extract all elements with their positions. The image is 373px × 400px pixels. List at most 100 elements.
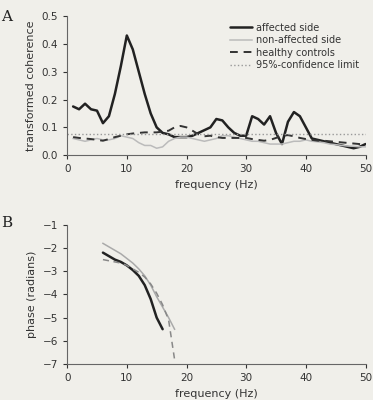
affected side	[357, 144, 362, 149]
non-affected side	[178, 135, 183, 140]
Text: A: A	[1, 10, 12, 24]
non-affected side	[83, 139, 87, 144]
affected side	[339, 143, 344, 148]
affected side	[250, 114, 254, 119]
non-affected side	[274, 142, 278, 146]
affected side	[77, 107, 81, 112]
healthy controls	[357, 142, 362, 146]
affected side	[166, 132, 171, 137]
non-affected side	[268, 142, 272, 146]
healthy controls	[333, 140, 338, 144]
affected side	[226, 125, 231, 130]
non-affected side	[89, 138, 93, 142]
affected side	[131, 47, 135, 52]
affected side	[196, 130, 201, 135]
non-affected side	[148, 143, 153, 148]
healthy controls	[131, 131, 135, 136]
affected side	[113, 92, 117, 96]
affected side	[274, 130, 278, 135]
healthy controls	[345, 140, 350, 145]
non-affected side	[190, 136, 195, 141]
healthy controls	[220, 136, 225, 140]
healthy controls	[89, 137, 93, 142]
healthy controls	[178, 124, 183, 128]
non-affected side	[327, 142, 332, 146]
healthy controls	[160, 129, 165, 134]
affected side	[351, 146, 356, 151]
healthy controls	[298, 136, 302, 140]
healthy controls	[286, 133, 290, 138]
Y-axis label: transformed coherence: transformed coherence	[26, 20, 36, 151]
non-affected side	[280, 142, 284, 146]
affected side	[125, 33, 129, 38]
affected side	[345, 144, 350, 149]
affected side	[208, 125, 213, 130]
affected side	[89, 107, 93, 112]
affected side	[244, 133, 248, 138]
healthy controls	[125, 132, 129, 137]
healthy controls	[232, 136, 236, 140]
healthy controls	[310, 138, 314, 142]
X-axis label: frequency (Hz): frequency (Hz)	[175, 388, 258, 398]
healthy controls	[113, 135, 117, 140]
healthy controls	[166, 128, 171, 133]
affected side	[83, 101, 87, 106]
healthy controls	[322, 138, 326, 143]
non-affected side	[292, 139, 296, 144]
non-affected side	[286, 140, 290, 145]
healthy controls	[214, 135, 219, 140]
Y-axis label: phase (radians): phase (radians)	[27, 251, 37, 338]
healthy controls	[238, 136, 242, 140]
affected side	[160, 130, 165, 135]
Legend: affected side, non-affected side, healthy controls, 95%-confidence limit: affected side, non-affected side, health…	[228, 21, 361, 72]
non-affected side	[316, 140, 320, 144]
Line: affected side: affected side	[73, 36, 366, 148]
non-affected side	[208, 138, 213, 142]
affected side	[154, 125, 159, 130]
affected side	[256, 117, 260, 122]
X-axis label: frequency (Hz): frequency (Hz)	[175, 180, 258, 190]
affected side	[286, 119, 290, 124]
non-affected side	[298, 139, 302, 144]
Line: healthy controls: healthy controls	[73, 126, 366, 145]
non-affected side	[95, 136, 99, 141]
non-affected side	[107, 138, 111, 142]
affected side	[71, 104, 75, 109]
healthy controls	[95, 138, 99, 142]
affected side	[292, 110, 296, 114]
affected side	[172, 135, 177, 140]
non-affected side	[304, 138, 308, 142]
non-affected side	[262, 140, 266, 145]
healthy controls	[351, 141, 356, 146]
95%-confidence limit	[65, 132, 69, 137]
Line: non-affected side: non-affected side	[73, 136, 366, 148]
non-affected side	[250, 139, 254, 144]
non-affected side	[125, 135, 129, 140]
non-affected side	[238, 136, 242, 141]
healthy controls	[77, 136, 81, 140]
healthy controls	[244, 136, 248, 140]
healthy controls	[262, 138, 266, 143]
affected side	[184, 135, 189, 140]
non-affected side	[154, 146, 159, 151]
healthy controls	[190, 128, 195, 133]
affected side	[95, 108, 99, 113]
affected side	[142, 92, 147, 96]
healthy controls	[137, 130, 141, 135]
non-affected side	[345, 144, 350, 148]
healthy controls	[280, 133, 284, 138]
non-affected side	[339, 143, 344, 148]
healthy controls	[148, 130, 153, 135]
Text: B: B	[1, 216, 13, 230]
affected side	[148, 111, 153, 116]
non-affected side	[220, 133, 225, 138]
affected side	[214, 117, 219, 122]
healthy controls	[304, 137, 308, 142]
non-affected side	[71, 136, 75, 141]
non-affected side	[119, 133, 123, 138]
non-affected side	[77, 138, 81, 142]
healthy controls	[339, 140, 344, 145]
non-affected side	[166, 139, 171, 144]
non-affected side	[196, 138, 201, 142]
affected side	[322, 139, 326, 144]
